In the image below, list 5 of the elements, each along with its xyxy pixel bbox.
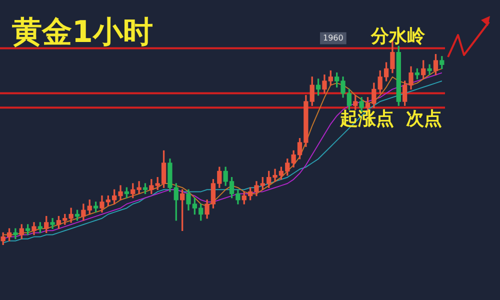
ref-line-label: 起涨点 [339,108,394,130]
ref-line-label: 次点 [406,108,442,130]
annotation: 1960 [323,33,344,42]
ref-line-label: 分水岭 [370,26,426,47]
chart-title: 黄金1小时 [12,14,153,52]
